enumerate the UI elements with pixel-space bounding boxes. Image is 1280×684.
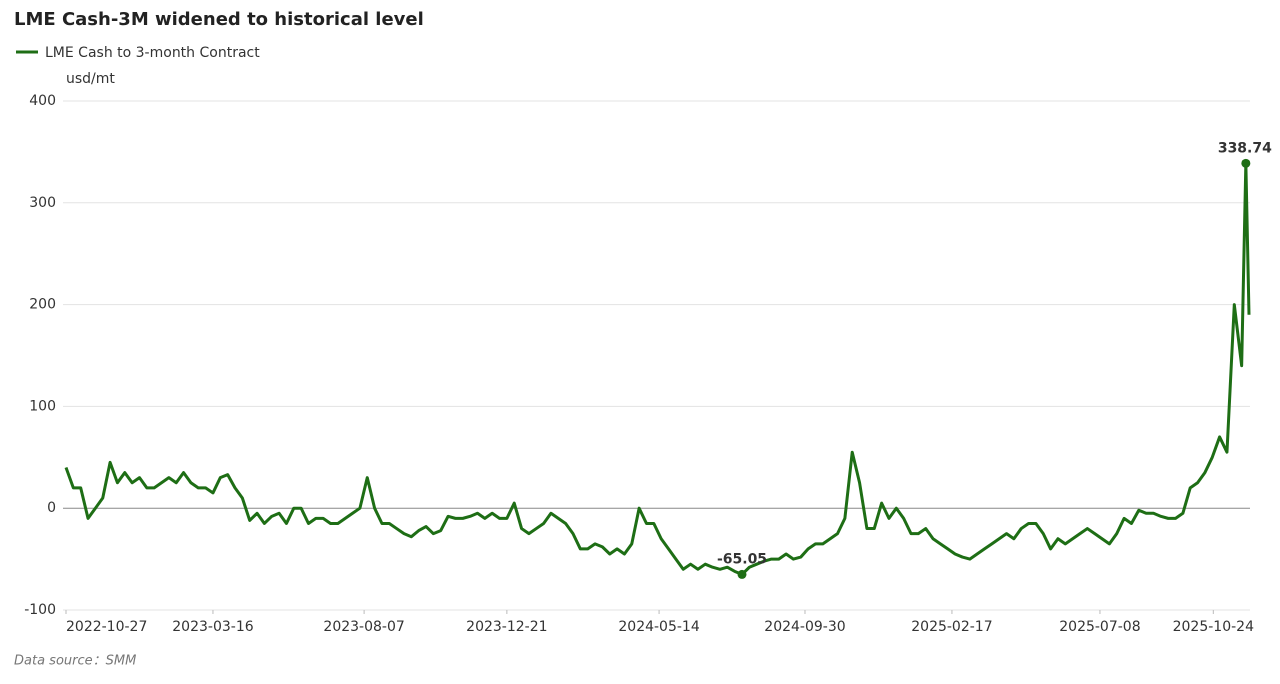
x-tick-label: 2025-07-08	[1059, 619, 1140, 635]
source: Data source：SMM	[14, 654, 136, 669]
y-tick-label: 100	[29, 398, 56, 414]
x-tick-label: 2023-08-07	[323, 619, 404, 635]
chart-title: LME Cash-3M widened to historical level	[14, 9, 424, 30]
series-line	[64, 161, 1251, 576]
y-tick-label: 400	[29, 93, 56, 109]
extreme-label: 338.74	[1218, 140, 1272, 156]
y-tick-label: 300	[29, 195, 56, 211]
y-tick-label: 200	[29, 297, 56, 313]
y-tick-label: -100	[24, 602, 56, 618]
extreme-marker	[737, 569, 747, 579]
extreme-label: -65.05	[717, 551, 767, 567]
x-tick-label: 2024-05-14	[618, 619, 699, 635]
x-tick-label: 2023-03-16	[172, 619, 253, 635]
x-tick-label: 2022-10-27	[66, 619, 147, 635]
x-tick-label: 2025-02-17	[911, 619, 992, 635]
extreme-marker	[1241, 158, 1251, 168]
x-tick-label: 2025-10-24	[1173, 619, 1254, 635]
legend-label: LME Cash to 3-month Contract	[45, 45, 260, 61]
x-tick-label: 2024-09-30	[764, 619, 845, 635]
x-tick-label: 2023-12-21	[466, 619, 547, 635]
y-tick-label: 0	[47, 500, 56, 516]
y-unit: usd/mt	[66, 71, 115, 87]
